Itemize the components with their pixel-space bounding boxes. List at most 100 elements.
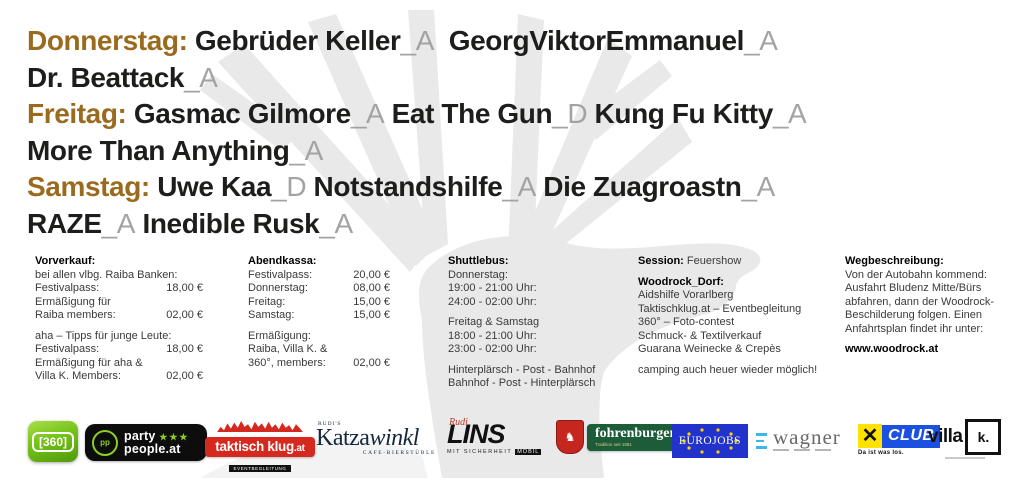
info-row: Freitag: 15,00 € [248,296,390,310]
info-price: 02,00 € [166,370,203,382]
info-column-title: Wegbeschreibung: [845,255,944,267]
info-label: 23:00 - 02:00 Uhr: [448,343,537,355]
katzawinkl-main: Katzawinkl [316,426,436,450]
info-label: Freitag & Samstag [448,316,540,328]
lins-sub-text: MIT SICHERHEIT [447,449,513,455]
day-label: Samstag: [27,171,158,202]
wagner-dashes-icon [756,433,767,449]
eu-stars-icon [682,428,738,454]
info-row: Ausfahrt Bludenz Mitte/Bürs [845,282,1003,296]
info-label: Villa K. Members: [35,370,121,382]
info-row: Ermäßigung: [248,330,390,344]
info-label: www.woodrock.at [845,343,939,355]
info-label: Taktischklug.at – Eventbegleitung [638,302,802,315]
info-label: Ermäßigung: [248,329,311,342]
info-label: Beschilderung folgen. Einen [845,309,982,321]
stage-tag: _A [502,171,536,202]
logo-fohrenburger: ♞ fohrenburger Tradition seit 1881 [556,420,684,454]
lineup: Donnerstag: Gebrüder Keller _A GeorgVikto… [27,23,807,242]
info-row: Schmuck- & Textilverkauf [638,330,826,344]
info-row: Festivalpass: 18,00 € [35,343,203,357]
crowd-flames-icon [217,420,303,432]
info-column-title: Shuttlebus: [448,255,509,267]
band-name: More Than Anything [27,134,290,166]
info-label: camping auch heuer wieder möglich! [638,363,818,376]
logo-partypeople: pp party ★★★ people.at [85,424,207,461]
stage-tag: _A [744,25,778,56]
info-price: 15,00 € [353,309,390,321]
info-label: aha – Tipps für junge Leute: [35,329,172,342]
lineup-line: Freitag: Gasmac Gilmore_A Eat The Gun_D … [27,96,807,133]
info-row: Raiba, Villa K. & [248,343,390,357]
info-column-abendkassa: Abendkassa: Festivalpass: 20,00 € Donnersta… [248,255,390,370]
logo-villa-k: villa k. [928,419,1002,459]
info-label: 24:00 - 02:00 Uhr: [448,295,537,308]
info-column-title: Vorverkauf: [35,255,96,267]
info-row: 360°, members: 02,00 € [248,357,390,371]
info-label: 18:00 - 21:00 Uhr: [448,329,537,342]
info-column-shuttlebus: Shuttlebus: Donnerstag: 19:00 - 21:00 Uhr:… [448,255,610,391]
logo-katzawinkl: RUDI'S Katzawinkl CAFE-BIERSTÜBLE [316,421,436,456]
info-label: Bahnhof - Post - Hinterplärsch [448,377,596,389]
info-label: Anfahrtsplan findet ihr unter: [845,322,984,335]
info-price: 18,00 € [166,282,203,294]
logo-taktischklug: taktisch klug.at EVENTBEGLEITUNG [205,419,315,472]
stage-tag: _A [741,171,775,202]
info-label: Woodrock_Dorf: [638,275,724,288]
band-name: GeorgViktorEmmanuel [448,25,745,56]
katzawinkl-pre: RUDI'S [318,421,342,427]
day-label: Freitag: [27,98,134,129]
raiffeisen-cross-icon: ✕ [858,424,882,448]
stage-tag: _A [319,207,353,239]
stage-tag: _A [350,98,385,129]
villak-box: k. [965,419,1002,455]
info-row: Festivalpass: 20,00 € [248,269,390,283]
partypeople-line1: party [124,428,156,443]
info-label: Ermäßigung für aha & [35,356,143,369]
info-price: 08,00 € [353,282,390,294]
logo-eurojobs: EUROJOBS [672,424,748,458]
info-price: 15,00 € [353,295,390,308]
fohrenburger-plate: fohrenburger Tradition seit 1881 [587,423,684,451]
info-label: abfahren, dann der Woodrock- [845,295,994,308]
info-row: Bahnhof - Post - Hinterplärsch [448,377,610,391]
info-label: Donnerstag: [448,268,508,281]
band-name: Dr. Beattack [27,61,185,93]
info-row: Samstag: 15,00 € [248,309,390,323]
info-label: Ermäßigung für [35,295,111,308]
lins-main: LINS [447,419,506,449]
info-row: 360° – Foto-contest [638,316,826,330]
band-name: Gebrüder Keller [194,25,401,56]
info-row: Raiba members: 02,00 € [35,309,203,323]
info-label: Festivalpass: [35,282,100,294]
info-row: Hinterplärsch - Post - Bahnhof [448,364,610,378]
info-row: www.woodrock.at [845,343,1003,357]
info-label: Hinterplärsch - Post - Bahnhof [448,363,596,376]
info-row: Anfahrtsplan findet ihr unter: [845,323,1003,337]
katzawinkl-sub: CAFE-BIERSTÜBLE [362,450,436,456]
lins-script: Rudi [449,417,468,428]
fohrenburger-main: fohrenburger [595,425,676,441]
info-column-title: Session: Feuershow [638,255,742,267]
band-name: Uwe Kaa [157,171,272,202]
info-row: Donnerstag: 08,00 € [248,282,390,296]
logo-360: [360] [28,421,78,462]
band-name: Eat The Gun [391,98,553,129]
info-column-session-dorf: Session: Feuershow Woodrock_Dorf: Aidshilf… [638,255,826,377]
day-label: Donnerstag: [27,25,195,56]
taktischklug-text: taktisch klug.at [205,437,315,457]
stage-tag: _A [184,61,218,93]
partypeople-text: party ★★★ people.at [124,428,189,456]
stage-tag: _A [101,207,136,239]
info-row: Freitag & Samstag [448,316,610,330]
info-label: Raiba members: [35,309,116,321]
band-name: Notstandshilfe [313,171,503,202]
info-row: Aidshilfe Vorarlberg [638,289,826,303]
logo-xclub: ✕ CLUB Da ist was los. [858,424,941,456]
lineup-line: Samstag: Uwe Kaa_D Notstandshilfe_A Die … [27,169,806,206]
info-row: Donnerstag: [448,269,610,283]
eurojobs-main: EUROJOBS [678,435,742,447]
xclub-sub: Da ist was los. [858,450,904,456]
